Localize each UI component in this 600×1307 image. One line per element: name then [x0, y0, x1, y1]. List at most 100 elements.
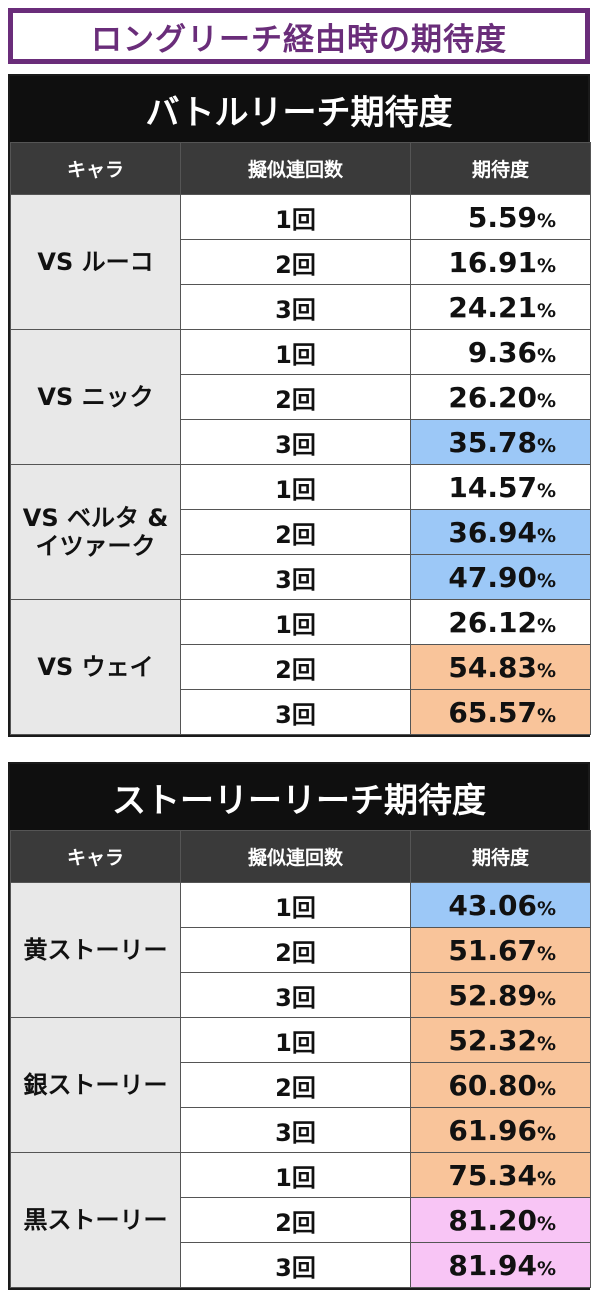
table-row: 黄ストーリー 1回 43.06%: [10, 882, 591, 1018]
percent-sign: %: [536, 299, 556, 322]
count-cell: 1回: [180, 1152, 411, 1198]
expectation-cell: 81.94%: [410, 1242, 591, 1288]
percent-sign: %: [536, 1122, 556, 1145]
count-cell: 2回: [180, 1197, 411, 1243]
expectation-value: 54.83: [448, 650, 537, 684]
table-row: 3回 52.89%: [11, 972, 591, 1018]
percent-sign: %: [536, 1032, 556, 1055]
percent-sign: %: [536, 987, 556, 1010]
expectation-cell: 61.96%: [410, 1107, 591, 1153]
percent-sign: %: [536, 1212, 556, 1235]
expectation-value: 24.21: [448, 290, 537, 324]
percent-sign: %: [536, 254, 556, 277]
page-title: ロングリーチ経由時の期待度: [91, 21, 507, 58]
table-row: 3回 81.94%: [11, 1242, 591, 1288]
table-row: VS ベルタ & イツァーク 1回 14.57%: [10, 464, 591, 600]
count-cell: 3回: [180, 1242, 411, 1288]
count-cell: 3回: [180, 419, 411, 465]
count-cell: 3回: [180, 284, 411, 330]
expectation-cell: 26.12%: [410, 599, 591, 645]
expectation-cell: 47.90%: [410, 554, 591, 600]
count-cell: 2回: [180, 509, 411, 555]
story-reach-section: ストーリーリーチ期待度 キャラ 擬似連回数 期待度 黄ストーリー 1回 43.06%…: [8, 762, 591, 1290]
table-row: 2回 51.67%: [11, 927, 591, 973]
expectation-cell: 16.91%: [410, 239, 591, 285]
expectation-value: 61.96: [448, 1113, 537, 1147]
percent-sign: %: [536, 344, 556, 367]
table-row: 銀ストーリー 1回 52.32%: [10, 1017, 591, 1153]
table-row: 2回 60.80%: [11, 1062, 591, 1108]
column-header-expectation: 期待度: [410, 142, 591, 195]
expectation-value: 60.80: [448, 1068, 537, 1102]
section-title: ストーリーリーチ期待度: [10, 764, 588, 830]
table-row: 3回 47.90%: [11, 554, 591, 600]
expectation-value: 65.57: [448, 695, 537, 729]
table-row: VS ウェイ 1回 26.12%: [10, 599, 591, 735]
expectation-table: キャラ 擬似連回数 期待度 VS ルーコ 1回 5.59% 2回 16.91% 3回 24.…: [10, 142, 591, 735]
count-cell: 3回: [180, 972, 411, 1018]
percent-sign: %: [536, 1167, 556, 1190]
expectation-cell: 14.57%: [410, 464, 591, 510]
table-row: 2回 54.83%: [11, 644, 591, 690]
table-row: 2回 81.20%: [11, 1197, 591, 1243]
battle-reach-section: バトルリーチ期待度 キャラ 擬似連回数 期待度 VS ルーコ 1回 5.59% 2回 1…: [8, 74, 591, 737]
expectation-value: 75.34: [448, 1158, 537, 1192]
percent-sign: %: [536, 389, 556, 412]
expectation-cell: 51.67%: [410, 927, 591, 973]
chara-cell: 黄ストーリー: [10, 882, 181, 1018]
expectation-cell: 35.78%: [410, 419, 591, 465]
expectation-cell: 75.34%: [410, 1152, 591, 1198]
table-row: 2回 26.20%: [11, 374, 591, 420]
column-header-chara: キャラ: [10, 142, 181, 195]
expectation-cell: 52.32%: [410, 1017, 591, 1063]
count-cell: 3回: [180, 554, 411, 600]
expectation-value: 81.20: [448, 1203, 537, 1237]
expectation-value: 16.91: [448, 245, 537, 279]
expectation-value: 26.12: [448, 605, 537, 639]
table-row: 3回 24.21%: [11, 284, 591, 330]
count-cell: 1回: [180, 599, 411, 645]
table-row: 3回 35.78%: [11, 419, 591, 465]
expectation-cell: 24.21%: [410, 284, 591, 330]
page-title-box: ロングリーチ経由時の期待度: [8, 8, 590, 64]
chara-cell: VS ニック: [10, 329, 181, 465]
expectation-value: 35.78: [448, 425, 537, 459]
percent-sign: %: [536, 1257, 556, 1280]
expectation-value: 14.57: [448, 470, 537, 504]
expectation-cell: 52.89%: [410, 972, 591, 1018]
expectation-cell: 60.80%: [410, 1062, 591, 1108]
count-cell: 2回: [180, 374, 411, 420]
section-title: バトルリーチ期待度: [10, 76, 588, 142]
table-row: 2回 36.94%: [11, 509, 591, 555]
expectation-value: 47.90: [448, 560, 537, 594]
expectation-cell: 26.20%: [410, 374, 591, 420]
count-cell: 1回: [180, 464, 411, 510]
column-header-count: 擬似連回数: [180, 142, 411, 195]
count-cell: 3回: [180, 1107, 411, 1153]
percent-sign: %: [536, 614, 556, 637]
table-row: 3回 65.57%: [11, 689, 591, 735]
expectation-value: 43.06: [448, 888, 537, 922]
count-cell: 3回: [180, 689, 411, 735]
count-cell: 2回: [180, 644, 411, 690]
percent-sign: %: [536, 479, 556, 502]
expectation-table: キャラ 擬似連回数 期待度 黄ストーリー 1回 43.06% 2回 51.67% 3回 52…: [10, 830, 591, 1288]
expectation-cell: 36.94%: [410, 509, 591, 555]
expectation-cell: 81.20%: [410, 1197, 591, 1243]
table-row: VS ニック 1回 9.36%: [10, 329, 591, 465]
expectation-cell: 65.57%: [410, 689, 591, 735]
expectation-value: 36.94: [448, 515, 537, 549]
expectation-cell: 5.59%: [410, 194, 591, 240]
count-cell: 1回: [180, 1017, 411, 1063]
expectation-cell: 9.36%: [410, 329, 591, 375]
chara-cell: VS ウェイ: [10, 599, 181, 735]
count-cell: 2回: [180, 1062, 411, 1108]
percent-sign: %: [536, 209, 556, 232]
count-cell: 2回: [180, 239, 411, 285]
column-header-count: 擬似連回数: [180, 830, 411, 883]
expectation-value: 26.20: [448, 380, 537, 414]
percent-sign: %: [536, 434, 556, 457]
count-cell: 1回: [180, 194, 411, 240]
percent-sign: %: [536, 897, 556, 920]
